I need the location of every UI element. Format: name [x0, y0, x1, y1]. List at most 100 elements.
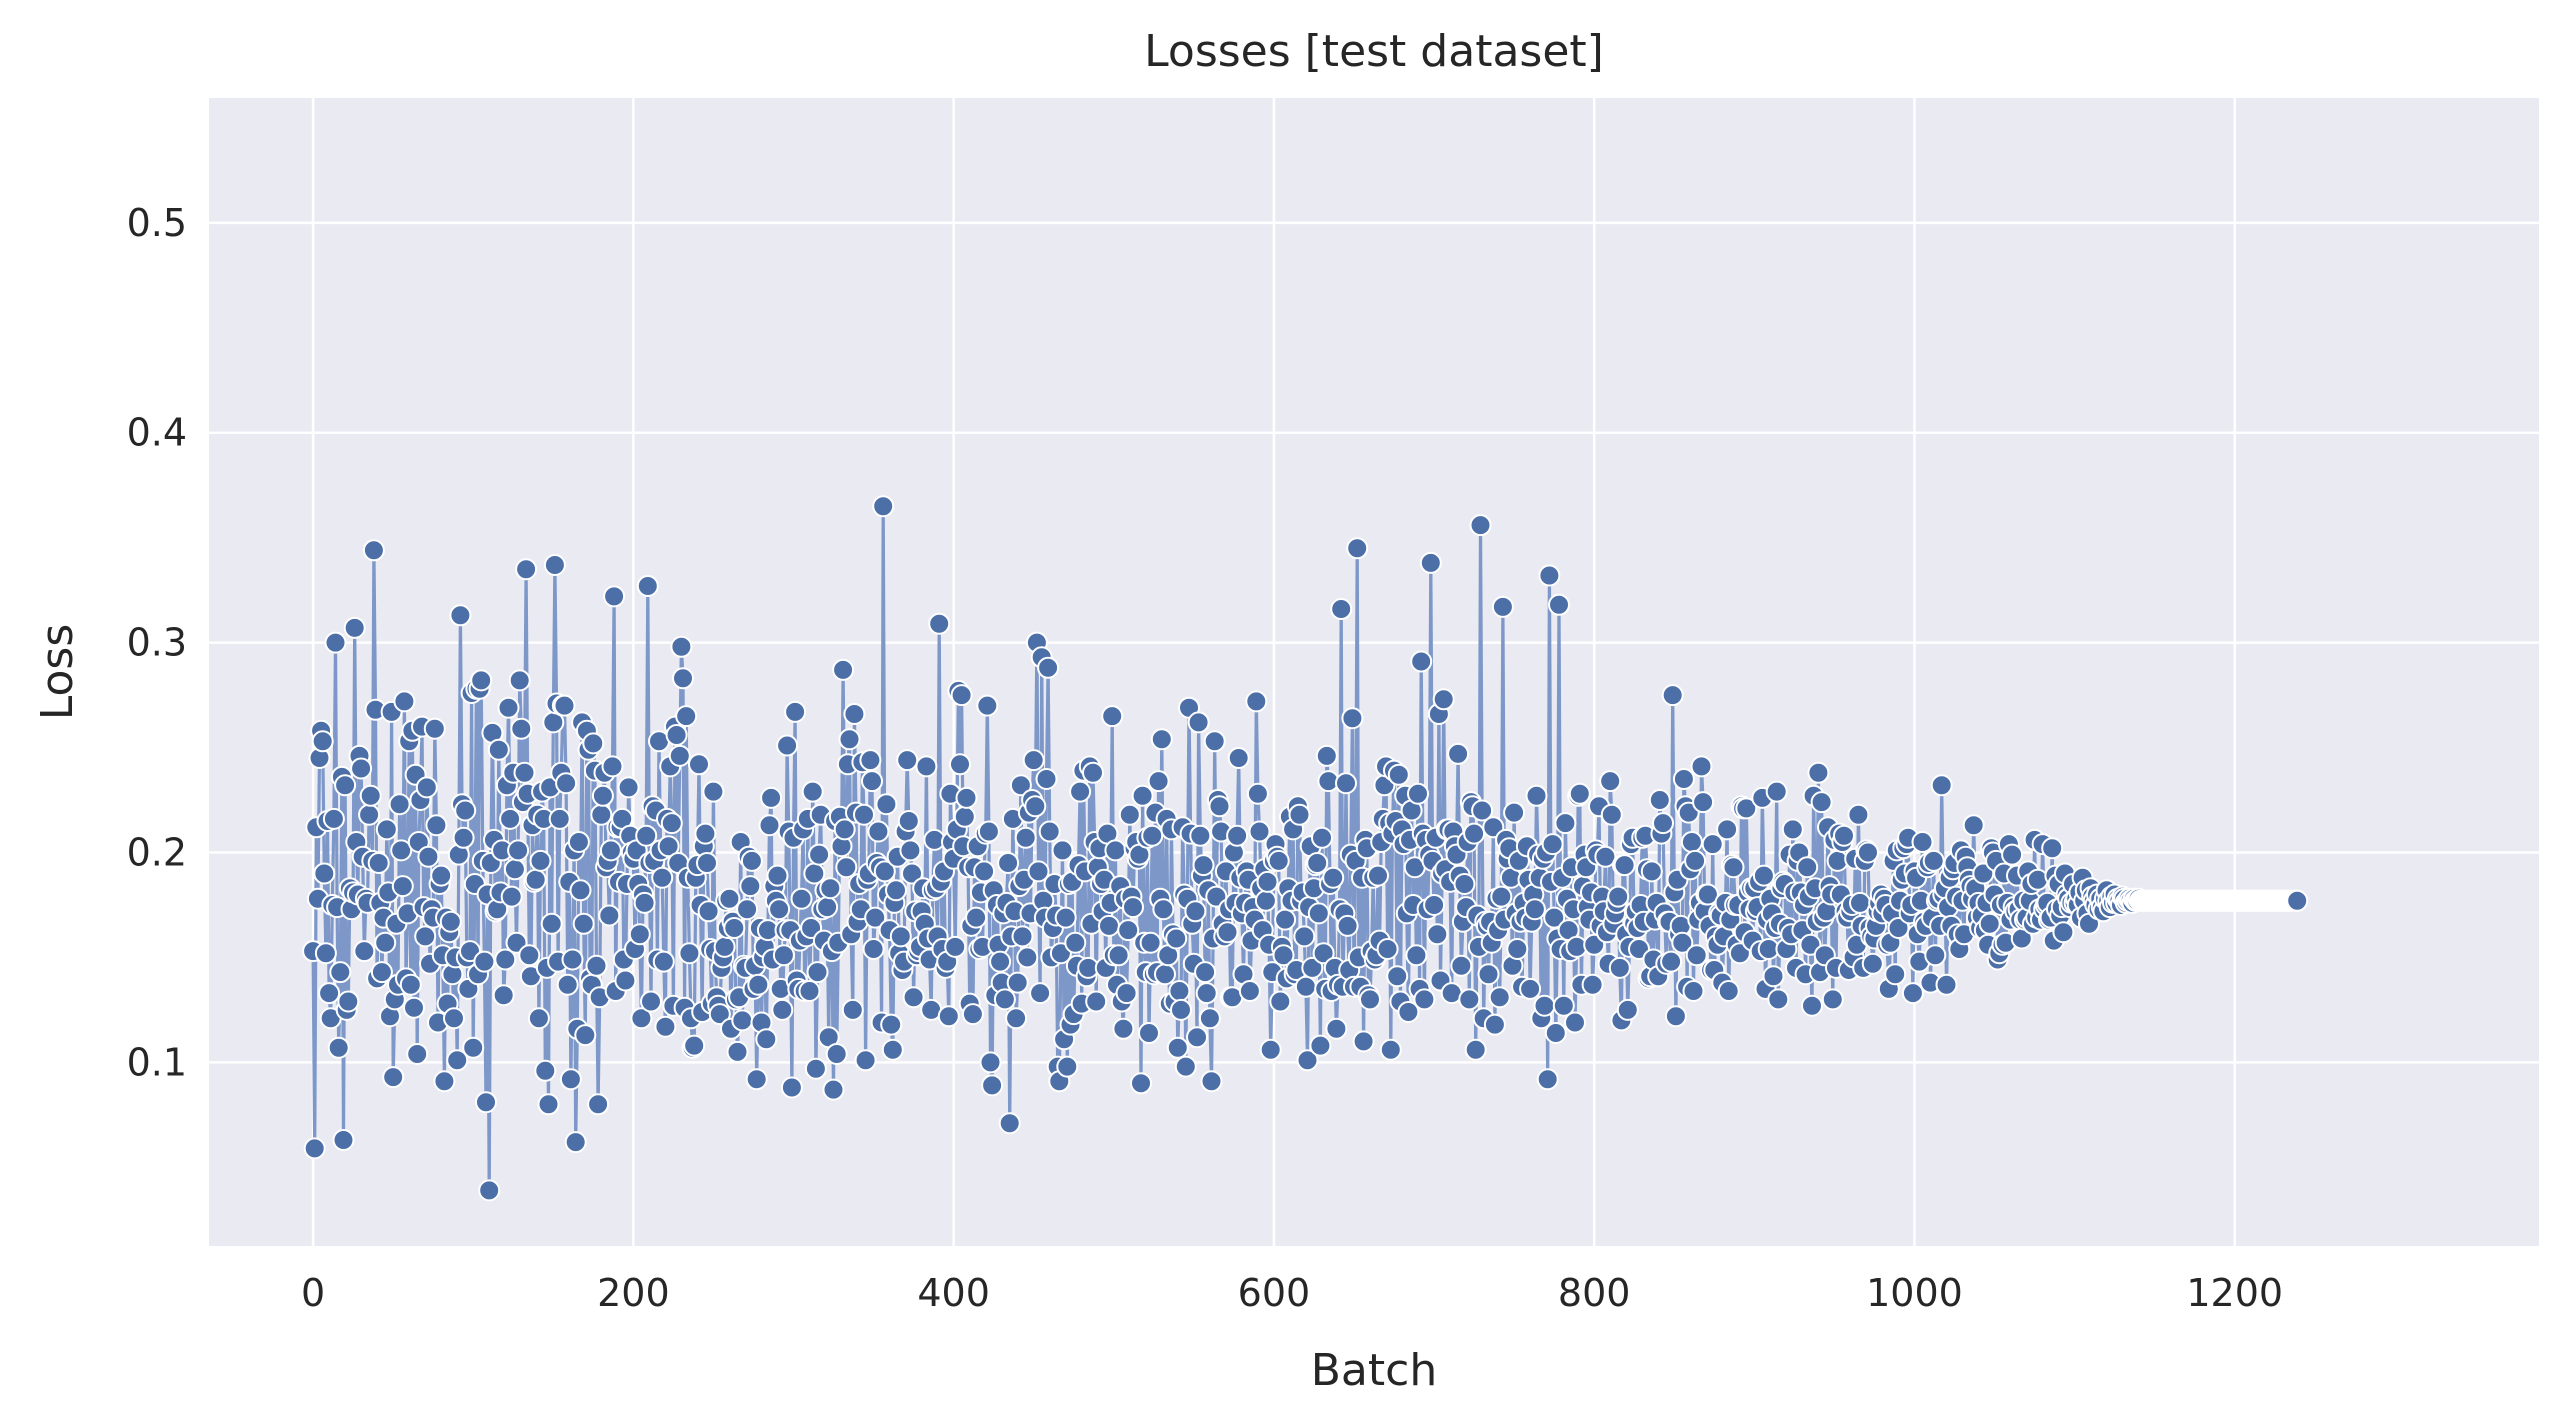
data-point [1536, 1068, 1559, 1091]
data-point [1640, 860, 1663, 883]
data-point [1696, 883, 1719, 906]
data-point [1168, 980, 1191, 1002]
data-point [1187, 711, 1210, 734]
data-point [1680, 831, 1703, 853]
x-tick-label: 0 [301, 1271, 325, 1315]
data-point [617, 776, 640, 799]
series-markers [302, 495, 2309, 1202]
data-point [1543, 906, 1566, 929]
data-point [1082, 761, 1104, 784]
data-point [1203, 730, 1226, 753]
data-point [1525, 784, 1548, 807]
data-point [875, 793, 898, 816]
data-point [1154, 963, 1176, 986]
data-point [740, 849, 763, 872]
data-point [1469, 514, 1492, 537]
data-point [784, 700, 807, 723]
data-point [1463, 822, 1486, 845]
data-point [399, 973, 422, 996]
data-point [1432, 688, 1455, 711]
data-point [2001, 843, 2024, 866]
x-tick-label: 200 [597, 1271, 670, 1315]
data-point [1051, 839, 1074, 862]
data-point [998, 1112, 1021, 1135]
data-point [587, 1093, 610, 1116]
data-point [503, 858, 526, 881]
data-point [1330, 598, 1353, 620]
data-point [1672, 768, 1695, 790]
data-point [1037, 656, 1060, 679]
data-point [1552, 994, 1575, 1017]
data-point [1690, 755, 1713, 778]
data-point [359, 784, 382, 807]
data-point [2041, 837, 2064, 860]
data-point [1554, 812, 1577, 835]
data-point [311, 730, 334, 753]
data-point [1098, 914, 1120, 937]
data-point [713, 935, 736, 958]
data-point [1288, 803, 1311, 826]
data-point [598, 904, 621, 927]
data-point [1884, 963, 1907, 986]
data-point [1685, 944, 1708, 967]
data-point [806, 961, 829, 984]
data-point [1376, 938, 1399, 960]
data-point [537, 1093, 560, 1116]
data-point [1607, 885, 1630, 908]
x-tick-label: 400 [917, 1271, 990, 1315]
data-point [1208, 795, 1231, 818]
data-point [1464, 1038, 1487, 1061]
data-point [1254, 889, 1277, 912]
data-point [949, 753, 971, 776]
data-point [425, 814, 448, 837]
data-point [1226, 824, 1249, 847]
data-point [672, 667, 694, 690]
data-point [1267, 849, 1290, 872]
data-point [1306, 852, 1329, 874]
data-point [864, 906, 887, 929]
data-point [993, 988, 1016, 1011]
data-point [362, 539, 385, 562]
data-point [1248, 820, 1271, 843]
data-point [1216, 921, 1239, 944]
data-point [697, 900, 720, 923]
data-point [1608, 956, 1631, 979]
data-point [1054, 906, 1077, 929]
data-point [555, 772, 578, 795]
data-point [430, 864, 453, 887]
data-point [1325, 1017, 1348, 1040]
data-point [1716, 818, 1739, 841]
data-point [403, 996, 425, 1019]
data-point [567, 831, 590, 853]
data-point [1901, 982, 1924, 1005]
data-point [726, 1040, 749, 1063]
data-point [651, 866, 674, 889]
data-point [897, 810, 920, 832]
data-point [1594, 845, 1617, 868]
data-point [1122, 896, 1144, 919]
data-point [760, 786, 783, 809]
data-point [1272, 944, 1295, 967]
data-point [997, 852, 1020, 874]
data-point [390, 839, 413, 862]
data-point [500, 885, 523, 908]
data-point [872, 495, 895, 518]
data-point [702, 780, 725, 803]
data-point [833, 818, 856, 841]
data-point [1312, 942, 1335, 965]
data-point [768, 898, 791, 921]
x-tick-label: 800 [1558, 1271, 1631, 1315]
data-point [358, 803, 381, 826]
data-point [1453, 873, 1476, 895]
data-point [1911, 831, 1934, 853]
data-point [1192, 854, 1215, 877]
data-point [1379, 1038, 1402, 1061]
data-point [683, 1034, 706, 1057]
data-point [1701, 833, 1724, 856]
data-point [393, 690, 416, 713]
data-point [1752, 864, 1775, 887]
data-point [1661, 684, 1684, 707]
data-point [853, 803, 875, 826]
data-point [758, 814, 781, 837]
